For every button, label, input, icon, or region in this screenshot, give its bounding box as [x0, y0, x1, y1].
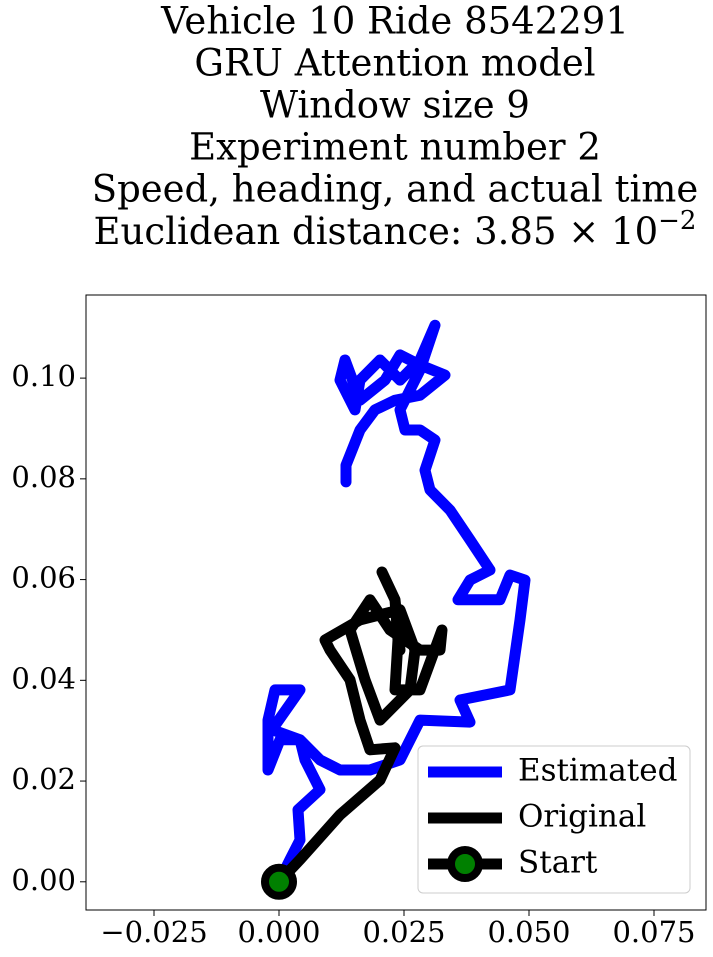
start-marker [261, 863, 297, 900]
title-line: Experiment number 2 [189, 126, 601, 169]
x-tick-label: 0.000 [237, 915, 320, 949]
title-line: Speed, heading, and actual time [92, 168, 699, 211]
plot [261, 319, 531, 900]
title-text: Euclidean distance: 3.85 × 10 [94, 210, 659, 253]
title-line: Window size 9 [260, 84, 530, 127]
y-tick-label: 0.00 [11, 863, 76, 897]
x-tick-label: 0.025 [362, 915, 445, 949]
legend-box [417, 745, 691, 894]
legend-label: Original [518, 799, 646, 835]
legend-label: Estimated [518, 753, 677, 789]
legend-marker [447, 846, 483, 882]
y-tick-label: 0.04 [11, 661, 76, 695]
title-line: Vehicle 10 Ride 8542291 [160, 0, 629, 43]
x-tick-label: 0.050 [487, 915, 570, 949]
x-tick-label: −0.025 [100, 915, 207, 949]
y-tick-label: 0.08 [11, 460, 76, 494]
y-tick-label: 0.06 [11, 561, 76, 595]
x-tick-label: 0.075 [612, 915, 695, 949]
title-line: GRU Attention model [194, 42, 595, 85]
series-line [273, 566, 448, 888]
y-tick-label: 0.02 [11, 762, 76, 796]
legend: Estimated Original Start [417, 745, 691, 894]
title-line: Euclidean distance: 3.85 × 10−2 [94, 206, 697, 253]
plot-frame [85, 294, 707, 911]
legend-label: Start [518, 845, 598, 881]
title-exponent: −2 [658, 206, 696, 236]
y-tick-label: 0.10 [11, 359, 76, 393]
series-line [262, 319, 531, 888]
